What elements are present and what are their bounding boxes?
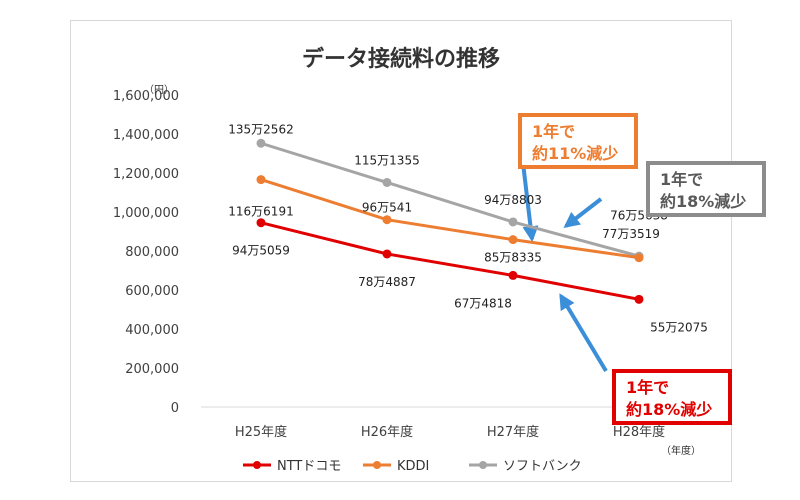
series-0: 94万5059 78万4887 67万4818 55万2075: [232, 218, 708, 334]
data-label: 85万8335: [484, 251, 542, 265]
data-point: [634, 253, 644, 263]
data-point: [382, 177, 392, 187]
data-label: 94万8803: [484, 193, 542, 207]
kddi-callout-line1: 1年で: [532, 122, 576, 141]
series-line: [260, 221, 640, 301]
chart-frame: データ接続料の推移 （円） （年度） 1,600,000 1,400,000 1,2…: [70, 20, 766, 482]
series-line: [260, 178, 640, 260]
series-line: [260, 141, 640, 258]
legend-swatch-marker: [373, 461, 381, 469]
data-label: 115万1355: [354, 153, 419, 167]
legend-label: NTTドコモ: [277, 459, 341, 474]
docomo-callout: 1年で 約18%減少: [612, 369, 732, 425]
legend-label: ソフトバンク: [503, 459, 582, 474]
data-label: 94万5059: [232, 244, 290, 258]
kddi-callout-line2: 約11%減少: [532, 144, 619, 163]
y-tick-label: 600,000: [125, 284, 179, 299]
y-tick-label: 1,600,000: [113, 89, 179, 104]
softbank-callout: 1年で 約18%減少: [646, 161, 766, 217]
data-label: 96万541: [362, 201, 412, 215]
x-axis-unit: （年度）: [661, 444, 701, 457]
annotation-arrow: [563, 197, 603, 228]
data-label: 67万4818: [454, 296, 512, 310]
series-layer: 135万2562 115万1355 94万8803 77万3519 116万6191 96…: [228, 122, 708, 334]
data-point: [256, 175, 266, 185]
data-point: [634, 294, 644, 304]
legend-label: KDDI: [397, 459, 429, 474]
data-label: 77万3519: [602, 227, 660, 241]
annotation-arrow: [559, 293, 608, 373]
legend: NTTドコモ KDDI ソフトバンク: [243, 459, 582, 474]
data-point: [382, 249, 392, 259]
y-axis-unit: （円）: [144, 84, 174, 96]
y-tick-label: 200,000: [125, 362, 179, 377]
data-label: 78万4887: [358, 275, 416, 289]
legend-swatch-marker: [479, 461, 487, 469]
data-label: 116万6191: [228, 205, 293, 219]
data-point: [508, 235, 518, 245]
legend-swatch-marker: [253, 461, 261, 469]
docomo-callout-line1: 1年で: [626, 378, 670, 397]
data-point: [508, 270, 518, 280]
line-chart: データ接続料の推移 （円） （年度） 1,600,000 1,400,000 1,2…: [113, 46, 708, 474]
y-tick-label: 1,000,000: [113, 206, 179, 221]
x-tick-label: H25年度: [235, 424, 287, 440]
y-tick-label: 1,400,000: [113, 128, 179, 143]
data-label: 135万2562: [228, 122, 293, 136]
data-point: [382, 215, 392, 225]
y-axis-ticks: 1,600,000 1,400,000 1,200,000 1,000,000 800,…: [113, 89, 179, 416]
y-tick-label: 800,000: [125, 245, 179, 260]
data-point: [508, 217, 518, 227]
x-tick-label: H28年度: [613, 424, 665, 440]
kddi-callout: 1年で 約11%減少: [518, 113, 638, 169]
y-tick-label: 400,000: [125, 323, 179, 338]
x-axis-ticks: H25年度 H26年度 H27年度 H28年度: [235, 424, 665, 440]
y-tick-label: 0: [171, 401, 179, 416]
softbank-callout-line1: 1年で: [660, 170, 704, 189]
data-point: [256, 138, 266, 148]
chart-title: データ接続料の推移: [302, 46, 500, 72]
data-label: 55万2075: [650, 320, 708, 334]
softbank-callout-line2: 約18%減少: [660, 192, 747, 211]
y-tick-label: 1,200,000: [113, 167, 179, 182]
x-tick-label: H27年度: [487, 424, 539, 440]
x-tick-label: H26年度: [361, 424, 413, 440]
data-point: [256, 218, 266, 228]
docomo-callout-line2: 約18%減少: [626, 400, 713, 419]
